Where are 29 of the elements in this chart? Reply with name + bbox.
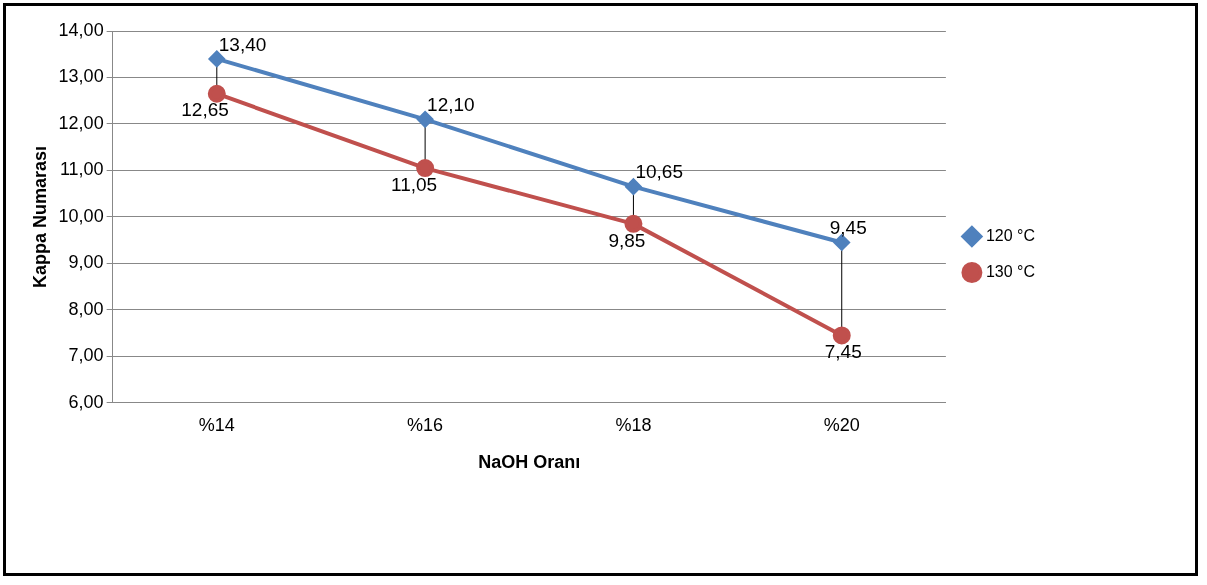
data-label: 12,65	[181, 99, 229, 121]
data-label: 9,45	[829, 217, 867, 239]
y-tick-label: 11,00	[59, 159, 104, 180]
x-tick-label: %14	[198, 414, 235, 435]
data-label: 9,85	[608, 229, 646, 251]
y-tick-label: 13,00	[58, 66, 104, 87]
point	[207, 84, 226, 103]
x-tick-label: %20	[823, 414, 860, 435]
point	[416, 159, 435, 178]
x-axis-title: NaOH Oranı	[478, 452, 581, 473]
legend-label: 120 °C	[985, 226, 1035, 244]
data-label: 10,65	[635, 161, 683, 183]
y-tick-label: 12,00	[58, 112, 104, 133]
data-label: 12,10	[427, 94, 475, 116]
y-tick-label: 9,00	[68, 252, 104, 273]
y-tick-label: 10,00	[58, 205, 104, 226]
point	[832, 326, 851, 345]
data-label: 13,40	[218, 33, 267, 55]
y-tick-label: 14,00	[58, 19, 104, 40]
x-tick-label: %18	[615, 414, 652, 435]
legend-label: 130 °C	[985, 262, 1035, 280]
y-tick-label: 6,00	[68, 391, 104, 412]
y-axis-title: Kappa Numarası	[29, 145, 50, 288]
y-tick-label: 8,00	[68, 298, 104, 319]
point	[624, 214, 643, 233]
data-label: 11,05	[390, 173, 438, 195]
x-tick-label: %16	[407, 414, 444, 435]
data-label: 7,45	[824, 341, 862, 363]
y-tick-label: 7,00	[68, 345, 104, 366]
